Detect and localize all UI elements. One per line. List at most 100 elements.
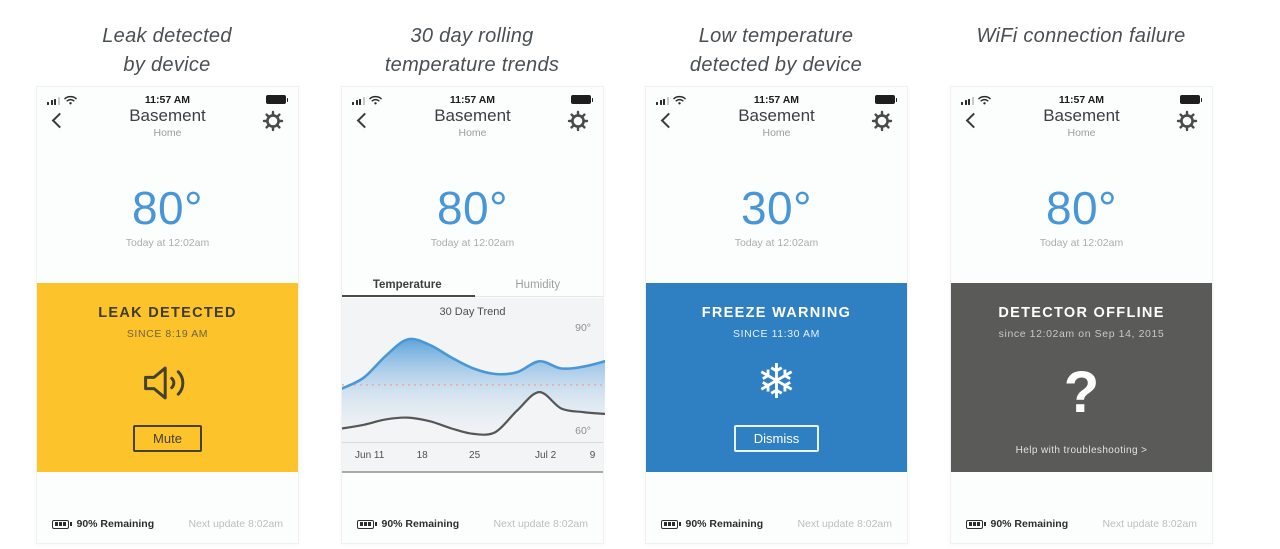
freeze-alert-panel: FREEZE WARNING SINCE 11:30 AM ❄ Dismiss xyxy=(646,283,907,472)
question-mark-icon: ? xyxy=(1063,359,1100,425)
trend-chart: 30 Day Trend 90° 60° Jun 11 18 25 Jul 2 xyxy=(342,298,605,473)
trend-tabs: Temperature Humidity xyxy=(342,279,603,297)
caption-line: detected by device xyxy=(689,54,863,76)
device-battery-icon xyxy=(52,519,72,529)
footer-bar: 90% Remaining Next update 8:02am xyxy=(37,518,298,530)
y-gridline-label-90: 90° xyxy=(575,322,591,334)
cell-signal-icon xyxy=(656,97,669,105)
active-tab-underline xyxy=(342,295,476,297)
troubleshooting-link[interactable]: Help with troubleshooting > xyxy=(1015,445,1148,456)
x-tick: Jun 11 xyxy=(355,450,385,461)
alert-title: FREEZE WARNING xyxy=(701,305,852,321)
caption-leak: Leak detected by device xyxy=(7,22,327,80)
settings-gear-icon[interactable] xyxy=(871,110,893,137)
alert-since-text: SINCE 8:19 AM xyxy=(126,328,209,340)
x-axis: Jun 11 18 25 Jul 2 9 xyxy=(342,442,603,471)
x-tick: Jul 2 xyxy=(535,450,557,461)
mute-button[interactable]: Mute xyxy=(133,425,202,452)
battery-status-icon xyxy=(874,95,897,104)
wifi-icon xyxy=(368,95,382,104)
caption-line: Low temperature xyxy=(698,25,854,47)
cell-signal-icon xyxy=(47,97,60,105)
status-bar: 11:57 AM xyxy=(646,92,907,107)
battery-status-icon xyxy=(1179,95,1202,104)
cell-signal-icon xyxy=(961,97,974,105)
battery-status-icon xyxy=(570,95,593,104)
next-update-text: Next update 8:02am xyxy=(493,518,588,530)
wifi-icon xyxy=(977,95,991,104)
caption-line: Leak detected xyxy=(102,25,232,47)
alert-since-text: since 12:02am on Sep 14, 2015 xyxy=(998,328,1165,340)
device-battery-icon xyxy=(661,519,681,529)
temperature-reading: 80° xyxy=(131,182,204,234)
alert-title: LEAK DETECTED xyxy=(98,305,237,321)
settings-gear-icon[interactable] xyxy=(1176,110,1198,137)
last-updated-text: Today at 12:02am xyxy=(125,237,210,249)
last-updated-text: Today at 12:02am xyxy=(734,237,819,249)
status-time: 11:57 AM xyxy=(449,93,496,106)
battery-status-icon xyxy=(265,95,288,104)
tab-humidity[interactable]: Humidity xyxy=(515,279,561,291)
device-battery-icon xyxy=(357,519,377,529)
temperature-reading: 30° xyxy=(740,182,813,234)
phone-detector-offline: 11:57 AM Basement Home 80° Today at 12:0… xyxy=(950,86,1213,544)
settings-gear-icon[interactable] xyxy=(567,110,589,137)
status-time: 11:57 AM xyxy=(144,93,191,106)
last-updated-text: Today at 12:02am xyxy=(430,237,515,249)
footer-bar: 90% Remaining Next update 8:02am xyxy=(342,518,603,530)
wifi-icon xyxy=(672,95,686,104)
phone-leak-detected: 11:57 AM Basement Home 80° Today at 12:0… xyxy=(36,86,299,544)
chart-title: 30 Day Trend xyxy=(439,306,506,318)
last-updated-text: Today at 12:02am xyxy=(1039,237,1124,249)
temperature-reading: 80° xyxy=(1045,182,1118,234)
status-time: 11:57 AM xyxy=(753,93,800,106)
phone-freeze-warning: 11:57 AM Basement Home 30° Today at 12:0… xyxy=(645,86,908,544)
next-update-text: Next update 8:02am xyxy=(188,518,283,530)
location-subtitle: Home xyxy=(153,127,182,139)
caption-trends: 30 day rolling temperature trends xyxy=(312,22,632,80)
next-update-text: Next update 8:02am xyxy=(1102,518,1197,530)
alert-title: DETECTOR OFFLINE xyxy=(998,305,1165,321)
next-update-text: Next update 8:02am xyxy=(797,518,892,530)
device-title: Basement xyxy=(129,106,206,125)
caption-wifi-failure: WiFi connection failure xyxy=(921,22,1241,51)
caption-line: temperature trends xyxy=(384,54,560,76)
speaker-icon xyxy=(143,366,184,399)
x-tick: 9 xyxy=(589,450,596,461)
battery-remaining-text: 90% Remaining xyxy=(381,518,460,530)
x-tick: 18 xyxy=(416,450,428,461)
device-battery-icon xyxy=(966,519,986,529)
status-time: 11:57 AM xyxy=(1058,93,1105,106)
device-title: Basement xyxy=(434,106,511,125)
settings-gear-icon[interactable] xyxy=(262,110,284,137)
footer-bar: 90% Remaining Next update 8:02am xyxy=(951,518,1212,530)
trend-chart-plot xyxy=(342,331,605,443)
dismiss-button[interactable]: Dismiss xyxy=(733,425,820,452)
caption-line: by device xyxy=(123,54,211,76)
temperature-reading: 80° xyxy=(436,182,509,234)
snowflake-icon: ❄ xyxy=(756,355,797,409)
cell-signal-icon xyxy=(352,97,365,105)
status-bar: 11:57 AM xyxy=(951,92,1212,107)
caption-line: WiFi connection failure xyxy=(976,25,1186,47)
device-title: Basement xyxy=(1043,106,1120,125)
footer-bar: 90% Remaining Next update 8:02am xyxy=(646,518,907,530)
battery-remaining-text: 90% Remaining xyxy=(76,518,155,530)
offline-alert-panel: DETECTOR OFFLINE since 12:02am on Sep 14… xyxy=(951,283,1212,472)
status-bar: 11:57 AM xyxy=(342,92,603,107)
battery-remaining-text: 90% Remaining xyxy=(990,518,1069,530)
x-tick: 25 xyxy=(469,450,481,461)
leak-alert-panel: LEAK DETECTED SINCE 8:19 AM Mute xyxy=(37,283,298,472)
device-title: Basement xyxy=(738,106,815,125)
caption-low-temp: Low temperature detected by device xyxy=(616,22,936,80)
tab-temperature[interactable]: Temperature xyxy=(372,279,442,291)
status-bar: 11:57 AM xyxy=(37,92,298,107)
location-subtitle: Home xyxy=(1067,127,1096,139)
battery-remaining-text: 90% Remaining xyxy=(685,518,764,530)
caption-line: 30 day rolling xyxy=(410,25,534,47)
y-gridline-label-60: 60° xyxy=(575,425,591,437)
wifi-icon xyxy=(63,95,77,104)
phone-temperature-trends: 11:57 AM Basement Home 80° Today at 12:0… xyxy=(341,86,605,544)
location-subtitle: Home xyxy=(762,127,791,139)
